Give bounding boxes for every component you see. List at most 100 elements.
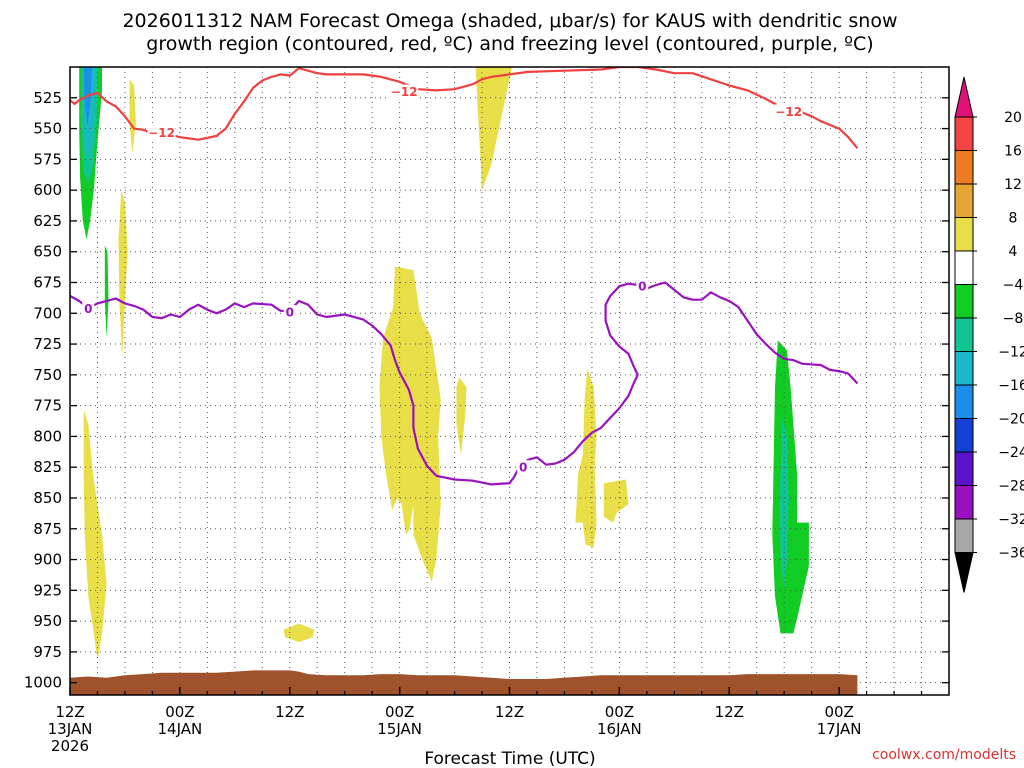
omega-shaded-regions [79, 67, 809, 661]
contour-label-1-3: 0 [638, 280, 646, 294]
y-tick-label-550: 550 [33, 120, 62, 138]
x-tick-label-60-2: 16JAN [597, 720, 642, 738]
y-tick-label-900: 900 [33, 551, 62, 569]
omega-region-15 [779, 417, 789, 591]
y-tick-label-600: 600 [33, 181, 62, 199]
contour-label-bg-0-2 [774, 104, 803, 119]
x-axis-label: Forecast Time (UTC) [424, 749, 595, 768]
omega-region-13 [603, 479, 629, 523]
omega-region-6 [104, 245, 109, 338]
omega-region-11 [456, 377, 467, 455]
contour-label-bg-1-0 [82, 301, 95, 316]
colorbar-label-10: −24 [998, 445, 1024, 461]
colorbar-segment-5 [954, 284, 974, 319]
omega-region-12 [575, 368, 597, 548]
colorbar-label-9: −20 [998, 412, 1024, 428]
terrain-surface [70, 670, 858, 695]
colorbar-label-13: −36 [998, 546, 1024, 562]
y-tick-label-675: 675 [33, 273, 62, 291]
colorbar-label-11: −28 [998, 479, 1024, 495]
omega-region-9 [475, 67, 513, 191]
contour-label-1-2: 0 [519, 461, 527, 475]
omega-region-5 [118, 190, 128, 358]
y-tick-label-750: 750 [33, 366, 62, 384]
contour-lines: −12 −12 −12 0 0 0 0 [70, 67, 859, 486]
colorbar-segment-8 [954, 384, 974, 419]
plot-frame [69, 66, 950, 696]
colorbar-over-triangle [954, 76, 974, 118]
colorbar-segment-9 [954, 418, 974, 453]
colorbar-segment-0 [954, 116, 974, 151]
y-tick-label-525: 525 [33, 89, 62, 107]
y-tick-label-800: 800 [33, 427, 62, 445]
colorbar-segment-6 [954, 317, 974, 352]
y-tick-label-825: 825 [33, 458, 62, 476]
chart-title-line1: 2026011312 NAM Forecast Omega (shaded, μ… [122, 10, 897, 32]
contour-label-0-1: −12 [391, 85, 418, 99]
x-tick-label-84-2: 17JAN [817, 720, 862, 738]
contour-label-1-1: 0 [286, 306, 294, 320]
x-tick-label-12-2: 14JAN [158, 720, 203, 738]
omega-region-8 [283, 623, 315, 643]
colorbar-label-6: −8 [1003, 311, 1024, 327]
colorbar-segment-7 [954, 351, 974, 386]
y-tick-label-950: 950 [33, 612, 62, 630]
y-tick-label-925: 925 [33, 581, 62, 599]
contour-label-bg-0-1 [390, 84, 419, 99]
x-tick-label-84-1: 00Z [824, 703, 853, 721]
grid-lines [70, 67, 949, 695]
colorbar: 20 16 12 8 4 −4 −8 −12 −16 −20 −24 −28 −32 −36 [954, 76, 1024, 593]
x-tick-label-36-1: 00Z [385, 703, 414, 721]
y-tick-label-850: 850 [33, 489, 62, 507]
y-tick-label-650: 650 [33, 243, 62, 261]
colorbar-label-1: 16 [1004, 144, 1022, 160]
contour-label-bg-0-0 [147, 125, 176, 140]
y-tick-label-875: 875 [33, 520, 62, 538]
colorbar-segment-4 [954, 250, 974, 285]
contour-label-bg-1-1 [283, 305, 296, 320]
y-tick-label-775: 775 [33, 397, 62, 415]
omega-region-10 [379, 266, 441, 582]
y-tick-label-725: 725 [33, 335, 62, 353]
x-tick-label-72-1: 12Z [715, 703, 744, 721]
colorbar-label-0: 20 [1004, 110, 1022, 126]
x-tick-label-48-1: 12Z [495, 703, 524, 721]
y-tick-label-975: 975 [33, 643, 62, 661]
x-tick-label-0-3: 2026 [51, 737, 89, 755]
x-tick-label-12-1: 00Z [165, 703, 194, 721]
y-tick-label-575: 575 [33, 150, 62, 168]
omega-region-14 [772, 340, 809, 634]
colorbar-label-7: −12 [998, 345, 1024, 361]
omega-region-4 [129, 79, 136, 154]
colorbar-segment-12 [954, 518, 974, 553]
colorbar-label-4: 4 [1009, 244, 1018, 260]
colorbar-segment-2 [954, 183, 974, 218]
contour-label-0-2: −12 [775, 105, 802, 119]
terrain-layer [70, 670, 858, 695]
contour-label-bg-1-2 [517, 460, 530, 475]
x-tick-label-60-1: 00Z [605, 703, 634, 721]
y-tick-label-700: 700 [33, 304, 62, 322]
contour-line-1 [70, 281, 859, 486]
contour-label-bg-1-3 [636, 279, 649, 294]
x-tick-label-24-1: 12Z [275, 703, 304, 721]
y-axis-ticks: 525 550 575 600 625 650 675 700 725 750 775 800 825 8… [24, 89, 949, 692]
credit-text: coolwx.com/modelts [872, 747, 1016, 763]
x-tick-label-0-1: 12Z [55, 703, 84, 721]
colorbar-label-2: 12 [1004, 177, 1022, 193]
x-tick-label-0-2: 13JAN [48, 720, 93, 738]
colorbar-label-8: −16 [998, 378, 1024, 394]
chart-title-line2: growth region (contoured, red, ºC) and f… [146, 33, 873, 55]
colorbar-segment-11 [954, 485, 974, 520]
colorbar-label-5: −4 [1003, 278, 1024, 294]
contour-label-1-0: 0 [84, 302, 92, 316]
colorbar-label-12: −32 [998, 512, 1024, 528]
colorbar-segment-10 [954, 451, 974, 486]
x-tick-label-36-2: 15JAN [377, 720, 422, 738]
contour-label-0-0: −12 [148, 126, 175, 140]
y-tick-label-625: 625 [33, 212, 62, 230]
omega-region-7 [83, 409, 107, 661]
contour-line-0 [70, 67, 859, 149]
